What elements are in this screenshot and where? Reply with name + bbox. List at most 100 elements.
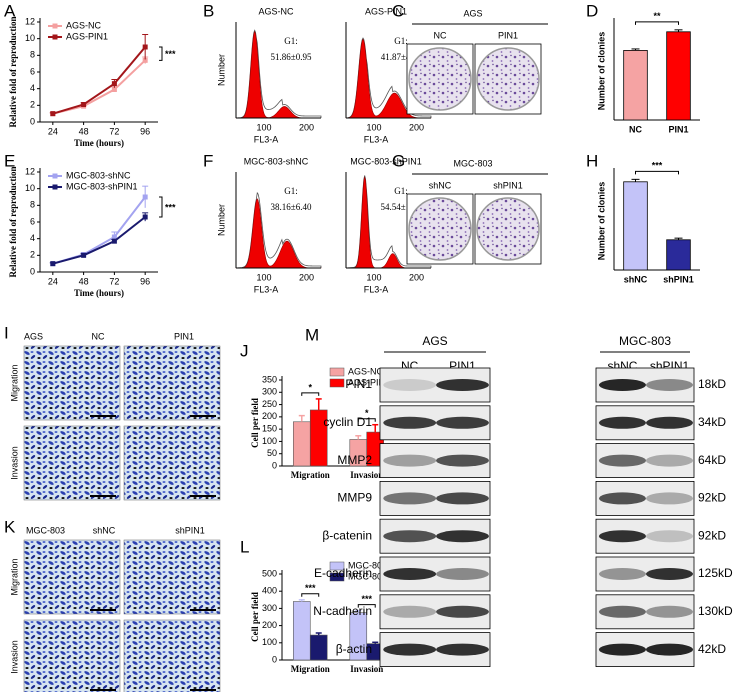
group-title: AGS [422, 334, 447, 348]
y-axis-title: Cell per field [250, 592, 260, 642]
y-tick-label: 4 [30, 233, 35, 243]
x-tick-label: 100 [367, 122, 382, 132]
column-label: NC [434, 30, 447, 40]
legend-marker [52, 34, 58, 40]
y-tick-label: 2 [30, 250, 35, 260]
x-tick-label: 200 [409, 122, 424, 132]
band [598, 605, 646, 618]
band [436, 379, 489, 391]
g1-value: 41.87±4.11 [381, 52, 422, 62]
protein-name: β-catenin [322, 528, 372, 542]
protein-name: PIN1 [345, 377, 372, 391]
annotation: * [308, 382, 312, 392]
panel-label: M [305, 325, 319, 344]
bar [623, 50, 648, 121]
micrograph [123, 345, 221, 421]
y-tick-label: 0 [30, 116, 35, 126]
x-tick-label: 72 [109, 126, 119, 136]
series-line [52, 196, 146, 265]
protein-name: N-cadherin [313, 604, 372, 618]
panel-label: G [392, 151, 405, 170]
x-tick-label: 48 [79, 276, 89, 286]
series-line [52, 59, 146, 115]
micrograph [123, 619, 221, 692]
protein-size: 92kD [698, 528, 726, 542]
protein-name: E-cadherin [314, 566, 372, 580]
x-tick-label: 100 [257, 272, 272, 282]
bracket [357, 604, 376, 608]
x-axis-title: Time (hours) [74, 288, 124, 298]
marker [111, 87, 117, 92]
x-axis-title: FL3-A [254, 134, 279, 144]
column-label: shPIN1 [493, 180, 523, 190]
x-tick-label: 72 [109, 276, 119, 286]
annotation: *** [305, 583, 316, 593]
annotation: * [365, 408, 369, 418]
band [645, 643, 694, 656]
g1-label: G1: [394, 186, 408, 196]
legend-swatch [329, 572, 345, 582]
x-tick-label: 200 [299, 272, 314, 282]
panel-label: H [586, 151, 598, 170]
bracket [159, 196, 163, 218]
y-axis-title: Cell per field [250, 398, 260, 448]
row-label: Invasion [9, 640, 19, 674]
legend-label: AGS-PIN1 [348, 377, 390, 387]
plot-title: AGS-PIN1 [365, 6, 407, 16]
histogram [235, 30, 321, 119]
cell-line: MGC-803 [26, 525, 65, 535]
x-axis-title: FL3-A [364, 284, 389, 294]
bracket [301, 593, 320, 597]
y-tick-label: 0 [30, 266, 35, 276]
g1-value: 51.86±0.95 [271, 52, 312, 62]
legend-swatch [329, 561, 345, 571]
band [383, 416, 437, 429]
marker [50, 261, 56, 267]
band [598, 568, 646, 580]
annotation: *** [165, 49, 176, 59]
g1-label: G1: [394, 36, 408, 46]
x-tick-label: NC [629, 124, 642, 134]
g1-label: G1: [284, 186, 298, 196]
legend-marker [52, 184, 58, 190]
panel-label: I [4, 323, 9, 342]
plate [476, 47, 540, 111]
y-axis-title: Number [216, 54, 226, 86]
protein-name: β-actin [336, 642, 372, 656]
y-tick-label: 400 [262, 586, 277, 596]
panel-label: J [240, 341, 249, 360]
y-tick-label: 10 [25, 183, 35, 193]
y-tick-label: 150 [262, 424, 277, 434]
plate [408, 47, 472, 111]
plate [408, 197, 472, 261]
panel-label: C [392, 1, 404, 20]
x-axis-title: Time (hours) [74, 138, 124, 148]
g1-label: G1: [284, 36, 298, 46]
marker [111, 81, 117, 87]
marker [111, 234, 117, 240]
bar [666, 239, 691, 271]
y-tick-label: 200 [262, 411, 277, 421]
group-title: MGC-803 [619, 334, 671, 348]
band [383, 605, 437, 618]
bar [292, 601, 311, 661]
marker [81, 102, 87, 107]
bar [666, 31, 691, 121]
band [645, 492, 694, 505]
panel-label: F [203, 151, 213, 170]
marker [50, 111, 56, 117]
bracket [635, 21, 679, 25]
band [645, 379, 694, 391]
panel-label: E [4, 151, 15, 170]
marker [81, 252, 87, 258]
annotation: *** [165, 202, 176, 212]
y-tick-label: 100 [262, 637, 277, 647]
micrograph [123, 539, 221, 615]
band [436, 643, 489, 656]
band [645, 605, 694, 618]
protein-size: 125kD [698, 566, 733, 580]
protein-size: 64kD [698, 453, 726, 467]
column-label: shPIN1 [175, 525, 205, 535]
annotation: *** [361, 594, 372, 604]
bar [309, 634, 328, 661]
